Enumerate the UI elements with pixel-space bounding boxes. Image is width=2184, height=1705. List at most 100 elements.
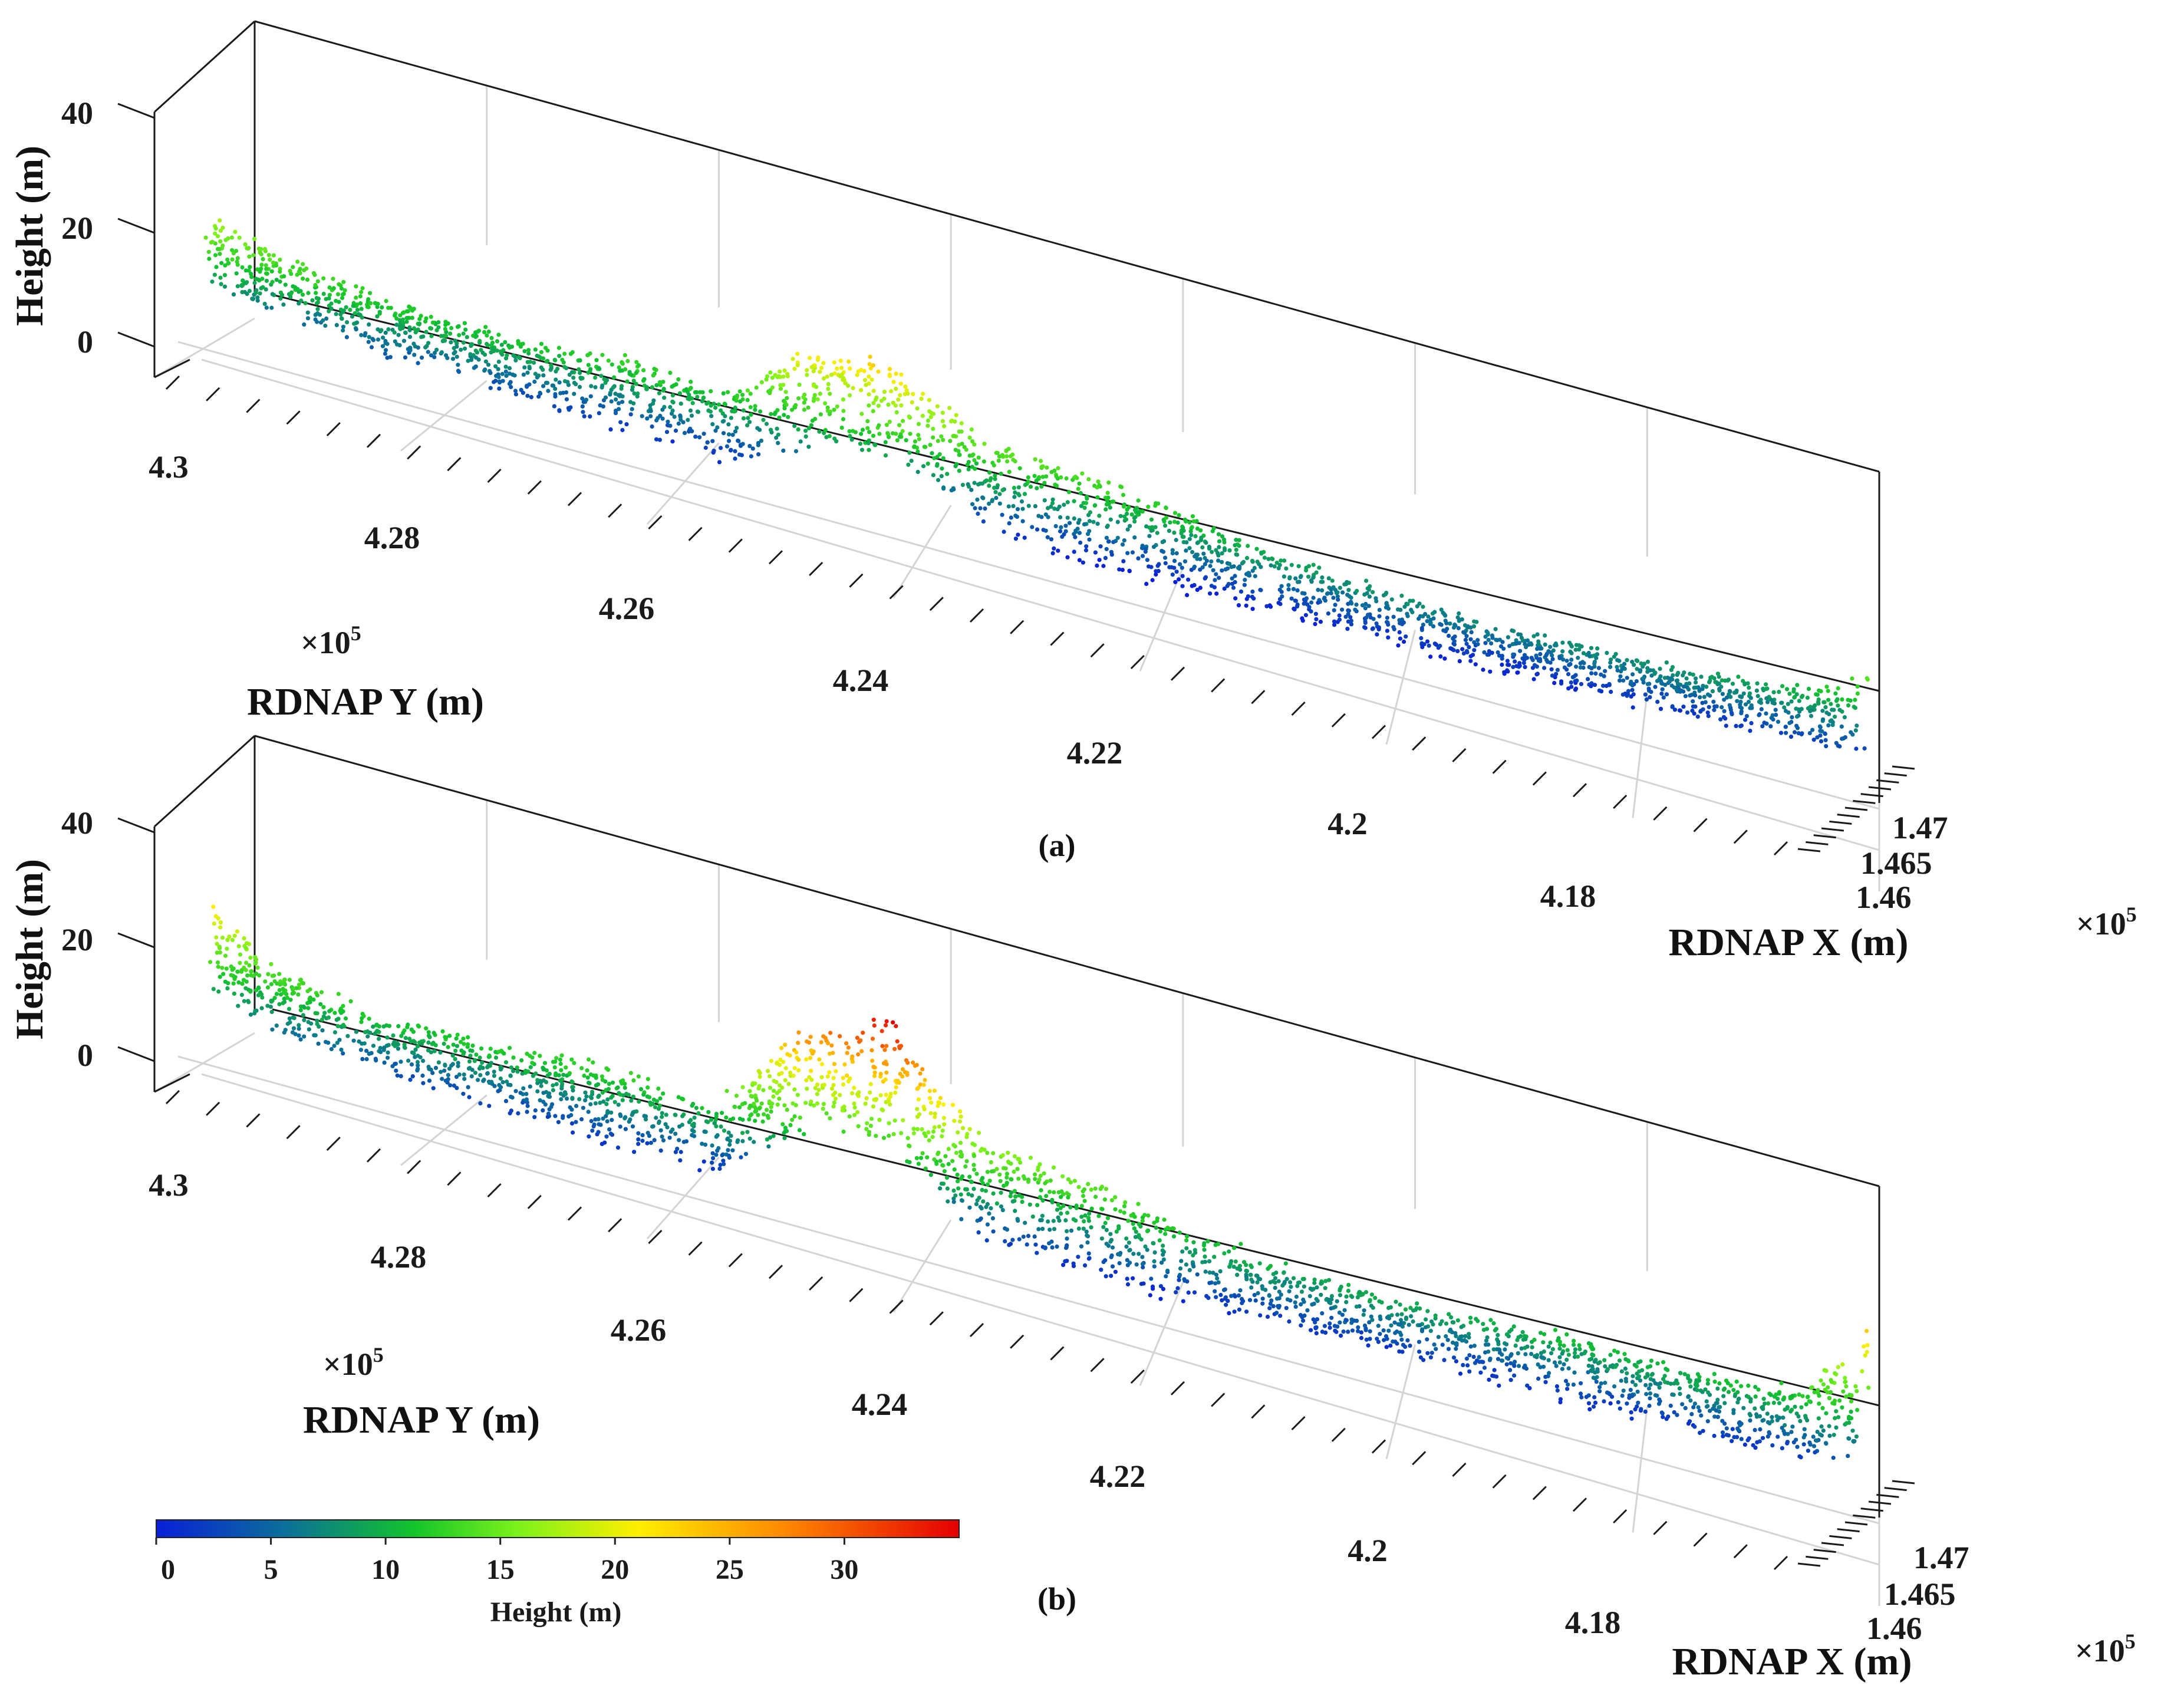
data-point bbox=[1267, 1306, 1272, 1311]
data-point bbox=[909, 459, 914, 463]
data-point bbox=[641, 378, 646, 383]
data-point bbox=[298, 1037, 303, 1042]
data-point bbox=[1289, 596, 1294, 601]
data-point bbox=[1305, 1308, 1310, 1313]
data-point bbox=[454, 354, 459, 359]
panel-x-tick-mark bbox=[1868, 1500, 1892, 1505]
data-point bbox=[1705, 1404, 1710, 1408]
data-point bbox=[430, 1071, 435, 1075]
data-point bbox=[1554, 1384, 1559, 1389]
panel-x-tick-mark bbox=[1829, 1535, 1852, 1539]
data-point bbox=[867, 447, 871, 452]
data-point bbox=[1278, 601, 1283, 607]
data-point bbox=[310, 298, 315, 303]
data-point bbox=[461, 331, 466, 336]
data-point bbox=[1114, 1229, 1119, 1234]
panel-x-tick-mark bbox=[1884, 1487, 1907, 1492]
data-point bbox=[1208, 564, 1213, 568]
data-point bbox=[337, 1038, 342, 1042]
data-point bbox=[940, 1134, 944, 1138]
data-point bbox=[466, 358, 470, 363]
data-point bbox=[1764, 696, 1769, 701]
data-point bbox=[668, 423, 673, 428]
data-point bbox=[554, 1082, 559, 1087]
data-point bbox=[1039, 465, 1044, 469]
data-point bbox=[1100, 1207, 1105, 1212]
data-point bbox=[1019, 499, 1025, 504]
data-point bbox=[1008, 1242, 1013, 1246]
data-point bbox=[264, 266, 269, 271]
data-point bbox=[1346, 608, 1351, 613]
data-point bbox=[1481, 1360, 1485, 1364]
data-point bbox=[251, 297, 255, 301]
data-point bbox=[871, 389, 876, 393]
data-point bbox=[230, 937, 235, 942]
data-point bbox=[220, 935, 225, 940]
data-point bbox=[417, 322, 421, 327]
data-point bbox=[1625, 658, 1629, 663]
data-point bbox=[871, 433, 876, 438]
data-point bbox=[891, 1020, 895, 1025]
data-point bbox=[1688, 693, 1692, 698]
data-point bbox=[1649, 1358, 1654, 1363]
data-point bbox=[1660, 682, 1665, 686]
data-point bbox=[503, 1060, 509, 1065]
data-point bbox=[1218, 1269, 1223, 1273]
data-point bbox=[1000, 1208, 1005, 1213]
data-point bbox=[416, 1023, 420, 1028]
data-point bbox=[1071, 1217, 1076, 1222]
data-point bbox=[1000, 453, 1004, 457]
data-point bbox=[554, 1056, 559, 1061]
data-point bbox=[1282, 1279, 1287, 1285]
data-point bbox=[894, 386, 898, 391]
data-point bbox=[898, 1044, 904, 1048]
data-point bbox=[657, 437, 662, 442]
data-point bbox=[684, 387, 689, 392]
data-point bbox=[306, 1006, 311, 1011]
data-point bbox=[1823, 731, 1827, 736]
data-point bbox=[867, 374, 871, 379]
data-point bbox=[720, 411, 725, 416]
data-point bbox=[1786, 702, 1790, 706]
data-point bbox=[966, 467, 971, 472]
data-point bbox=[1615, 664, 1619, 669]
data-point bbox=[1719, 705, 1724, 710]
data-point bbox=[1525, 638, 1530, 643]
data-point bbox=[1085, 1233, 1089, 1238]
data-point bbox=[329, 306, 334, 311]
data-point bbox=[838, 1034, 842, 1039]
data-point bbox=[1113, 1195, 1118, 1200]
data-point bbox=[1792, 695, 1797, 700]
data-point bbox=[1813, 1450, 1817, 1455]
data-point bbox=[1056, 548, 1060, 553]
data-point bbox=[990, 498, 995, 502]
data-point bbox=[1775, 1396, 1780, 1401]
data-point bbox=[821, 361, 826, 366]
data-point bbox=[826, 387, 831, 391]
data-point bbox=[558, 1078, 562, 1083]
data-point bbox=[826, 382, 831, 387]
data-point bbox=[1593, 1400, 1598, 1405]
data-point bbox=[505, 353, 509, 358]
data-point bbox=[601, 404, 605, 409]
data-point bbox=[922, 1107, 927, 1111]
data-point bbox=[868, 1082, 873, 1087]
data-point bbox=[1083, 1263, 1088, 1268]
data-point bbox=[859, 1049, 864, 1054]
data-point bbox=[1180, 584, 1185, 588]
data-point bbox=[1846, 1436, 1851, 1441]
panel-floor-grid-line bbox=[154, 317, 255, 378]
data-point bbox=[1127, 569, 1132, 574]
data-point bbox=[842, 1062, 847, 1067]
data-point bbox=[1486, 637, 1491, 642]
data-point bbox=[1009, 1190, 1013, 1195]
data-point bbox=[1214, 1295, 1218, 1299]
data-point bbox=[1706, 1390, 1711, 1395]
data-point bbox=[345, 320, 350, 325]
data-point bbox=[1824, 1411, 1829, 1416]
data-point bbox=[1469, 630, 1474, 634]
data-point bbox=[539, 341, 544, 346]
data-point bbox=[1672, 707, 1678, 712]
data-point bbox=[278, 258, 282, 262]
data-point bbox=[1203, 1269, 1208, 1274]
